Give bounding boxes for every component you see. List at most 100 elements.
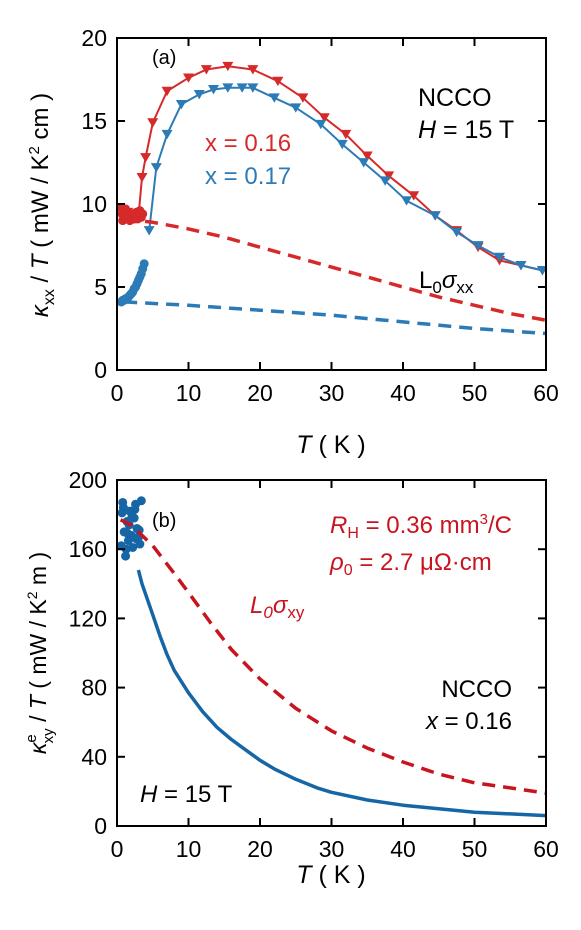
triangle-marker-a-2 (247, 83, 259, 93)
panel-a-ticks: 0 10 20 30 40 50 60 0 5 10 15 20 (81, 25, 558, 406)
triangle-marker-a-2 (193, 90, 205, 100)
panel-a-y-axis-label: κxx / T ( mW / K2 cm ) (26, 93, 58, 317)
circle-marker-a-1 (134, 207, 144, 217)
triangle-marker-a-2 (401, 196, 413, 206)
triangle-marker-a-0 (383, 171, 395, 181)
y-tick-label-a: 0 (94, 357, 107, 383)
y-tick-label-b: 200 (69, 467, 107, 493)
triangle-marker-a-2 (494, 252, 506, 263)
y-tick-label-b: 40 (81, 744, 107, 770)
hall-coefficient-label: RH = 0.36 mm3/C (330, 511, 512, 542)
x-tick-label-a: 30 (319, 380, 345, 406)
circle-marker-b-1 (130, 504, 140, 514)
triangle-marker-a-2 (290, 103, 302, 113)
triangle-marker-a-2 (143, 226, 155, 236)
triangle-marker-a-2 (451, 227, 463, 238)
panel-b-material-label: NCCO (441, 676, 512, 703)
triangle-marker-a-2 (150, 163, 162, 173)
triangle-marker-a-2 (315, 119, 327, 130)
triangle-marker-a-0 (161, 86, 173, 97)
circle-marker-a-1 (121, 204, 131, 214)
triangle-marker-a-2 (208, 85, 220, 95)
circle-marker-b-1 (123, 529, 133, 539)
x-tick-label-a: 20 (247, 380, 273, 406)
series-line-a-5 (124, 300, 546, 336)
panel-b-doping-label: x = 0.16 (425, 708, 512, 735)
series-label-x016: x = 0.16 (205, 130, 291, 157)
triangle-marker-a-0 (408, 191, 420, 201)
x-tick-label-b: 30 (319, 836, 345, 862)
x-tick-label-b: 50 (462, 836, 488, 862)
panel-b-field-label: H = 15 T (140, 781, 233, 808)
triangle-marker-a-0 (361, 151, 373, 161)
series-line-b-2 (119, 518, 546, 795)
residual-resistivity-label: ρ0 = 2.7 μΩ·cm (329, 549, 492, 579)
y-tick-label-a: 10 (81, 191, 107, 217)
triangle-marker-a-0 (247, 65, 259, 75)
series-line-a-4 (123, 217, 546, 322)
x-tick-label-b: 20 (247, 836, 273, 862)
triangle-marker-a-0 (136, 173, 148, 183)
triangle-marker-a-2 (222, 83, 234, 93)
panel-a-material-label: NCCO (418, 84, 492, 112)
y-tick-label-b: 120 (69, 605, 107, 631)
y-tick-label-a: 5 (94, 274, 107, 300)
triangle-marker-a-2 (358, 158, 370, 168)
panel-b-label: (b) (152, 510, 176, 532)
circle-marker-b-1 (127, 511, 137, 521)
triangle-marker-a-0 (200, 65, 212, 75)
x-tick-label-a: 40 (390, 380, 416, 406)
triangle-marker-a-0 (147, 118, 159, 128)
triangle-marker-a-0 (297, 93, 309, 103)
circle-marker-b-1 (121, 551, 131, 561)
triangle-marker-a-2 (472, 241, 484, 251)
x-tick-label-b: 60 (533, 836, 559, 862)
x-tick-label-a: 60 (533, 380, 559, 406)
x-tick-label-a: 10 (176, 380, 202, 406)
x-tick-label-b: 0 (111, 836, 124, 862)
x-tick-label-a: 0 (111, 380, 124, 406)
x-tick-label-b: 10 (176, 836, 202, 862)
triangle-marker-a-2 (268, 93, 280, 103)
lorenz-label-xx: L0σxx (419, 267, 474, 297)
panel-b-data (117, 496, 546, 818)
triangle-marker-a-0 (222, 61, 234, 72)
panel-a-field-label: H = 15 T (418, 116, 514, 144)
panel-b-x-axis-label: T ( K ) (296, 861, 365, 889)
triangle-marker-a-2 (429, 211, 441, 221)
triangle-marker-a-2 (379, 176, 391, 186)
circle-marker-b-1 (121, 544, 131, 554)
panel-b: 0 10 20 30 40 50 60 0 40 80 120 160 200 (b) RH = 0.3… (23, 467, 559, 889)
triangle-marker-a-0 (140, 153, 152, 163)
circle-marker-b-1 (117, 508, 127, 518)
circle-marker-b-1 (136, 496, 146, 506)
triangle-marker-a-0 (318, 113, 330, 123)
y-tick-label-a: 15 (81, 108, 107, 134)
triangle-marker-a-2 (161, 129, 173, 140)
triangle-marker-a-2 (515, 261, 527, 271)
panel-a-data (117, 61, 546, 336)
y-tick-label-a: 20 (81, 25, 107, 51)
triangle-marker-a-0 (272, 76, 284, 87)
panel-a-x-axis-label: T ( K ) (296, 431, 365, 459)
triangle-marker-a-2 (175, 100, 187, 110)
series-label-x017: x = 0.17 (205, 163, 291, 190)
triangle-marker-a-2 (236, 83, 248, 93)
x-tick-label-b: 40 (390, 836, 416, 862)
x-tick-label-a: 50 (462, 380, 488, 406)
y-tick-label-b: 0 (94, 813, 107, 839)
series-line-a-2 (148, 86, 543, 272)
circle-marker-b-1 (131, 534, 141, 544)
triangle-marker-a-0 (340, 129, 352, 140)
triangle-marker-a-2 (536, 266, 546, 276)
circle-marker-a-3 (139, 259, 149, 269)
lorenz-label-xy: L0σxy (250, 592, 305, 622)
panel-a-label: (a) (152, 47, 176, 69)
panel-b-y-axis-label: κexy / T ( mW / K2 m ) (23, 552, 57, 754)
series-line-b-0 (136, 569, 546, 818)
triangle-marker-a-2 (336, 139, 348, 150)
y-tick-label-b: 80 (81, 675, 107, 701)
triangle-marker-a-0 (183, 73, 194, 83)
